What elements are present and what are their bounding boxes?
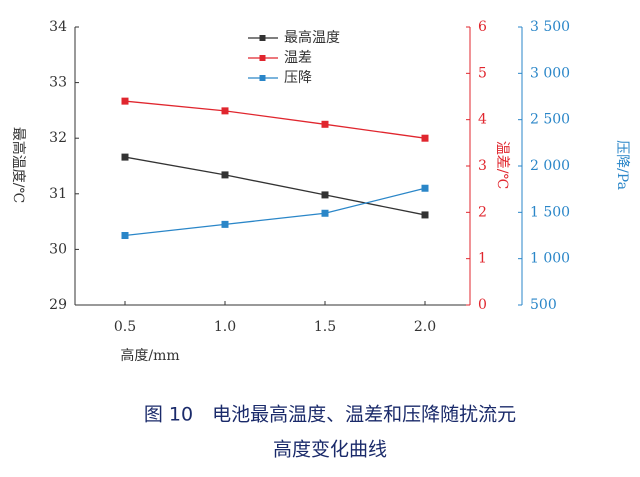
caption: 高度变化曲线 [273, 439, 387, 461]
caption: 图 10 电池最高温度、温差和压降随扰流元 [144, 404, 516, 426]
y-tick-label: 30 [49, 241, 67, 257]
y2-tick-label: 1 [478, 251, 487, 267]
x-tick-label: 0.5 [114, 319, 136, 335]
series-line [124, 100, 426, 139]
legend-label: 温差 [284, 50, 312, 66]
y3-axis-label: 压降/Pa [614, 140, 630, 190]
y2-tick-label: 0 [478, 297, 487, 313]
point [321, 120, 329, 128]
point [321, 209, 329, 217]
y-tick-label: 34 [49, 19, 67, 35]
point [121, 153, 129, 161]
y2-tick-label: 4 [478, 112, 487, 128]
point [321, 191, 329, 199]
y-tick-label: 32 [49, 130, 67, 146]
x-tick-label: 1.5 [314, 319, 336, 335]
point [421, 211, 429, 219]
y-axis-label: 最高温度/℃ [10, 127, 27, 203]
legend-marker [259, 75, 266, 81]
y3-tick-label: 1 500 [530, 204, 570, 220]
legend-label: 最高温度 [284, 29, 340, 46]
point [421, 134, 429, 142]
series-line [124, 187, 426, 237]
y-tick-label: 31 [49, 186, 67, 202]
y3-tick-label: 3 000 [530, 65, 570, 81]
series-line [124, 156, 426, 216]
y2-tick-label: 2 [478, 204, 487, 220]
y2-tick-label: 3 [478, 158, 487, 174]
x-axis-label: 高度/mm [120, 347, 179, 364]
point [421, 184, 429, 192]
y2-tick-label: 5 [478, 65, 487, 81]
legend-marker [259, 35, 266, 41]
y3-tick-label: 3 500 [530, 19, 570, 35]
y3-tick-label: 2 000 [530, 158, 570, 174]
y3-tick-label: 500 [530, 297, 557, 313]
point [221, 171, 229, 179]
y2-tick-label: 6 [478, 19, 487, 35]
y3-tick-label: 2 500 [530, 112, 570, 128]
point [121, 232, 129, 239]
y2-axis-label: 温差/℃ [494, 141, 510, 189]
y-tick-label: 29 [49, 297, 67, 313]
legend-label: 压降 [284, 70, 312, 86]
x-tick-label: 1.0 [214, 319, 236, 335]
y3-tick-label: 1 000 [530, 251, 570, 267]
legend-marker [259, 55, 266, 61]
x-tick-label: 2.0 [414, 319, 436, 335]
point [121, 97, 129, 105]
point [221, 220, 229, 228]
y-tick-label: 33 [49, 75, 67, 91]
point [221, 107, 229, 115]
